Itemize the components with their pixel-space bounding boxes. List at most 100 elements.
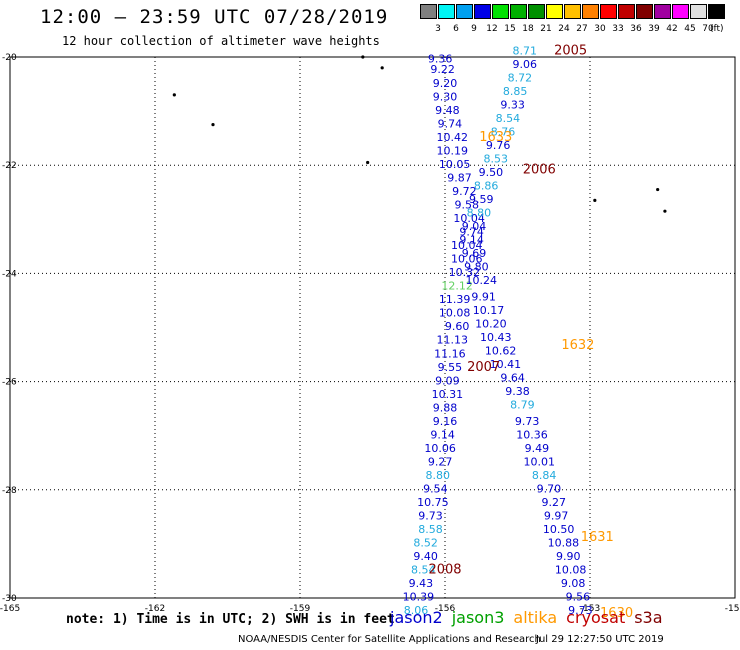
color-swatch	[582, 4, 599, 19]
wave-height-value: 9.09	[435, 374, 460, 387]
wave-height-value: 9.08	[561, 577, 586, 590]
wave-height-value: 9.90	[556, 550, 581, 563]
wave-height-value: 9.73	[515, 415, 540, 428]
wave-height-value: 8.71	[513, 44, 538, 57]
color-swatch	[708, 4, 725, 19]
wave-height-value: 9.80	[464, 261, 489, 274]
timestamp: Jul 29 12:27:50 UTC 2019	[536, 634, 664, 645]
wave-height-value: 10.04	[451, 239, 483, 252]
pass-time-label: 1630	[600, 606, 633, 621]
wave-height-value: 10.08	[439, 307, 471, 320]
wave-height-value: 12.12	[441, 280, 473, 293]
wave-height-value: 10.08	[555, 564, 587, 577]
color-scale-label: 33	[612, 24, 624, 34]
wave-height-value: 9.16	[433, 415, 458, 428]
wave-height-value: 8.80	[467, 207, 492, 220]
wave-height-value: 9.70	[537, 483, 562, 496]
color-scale-label: 27	[576, 24, 588, 34]
longitude-tick-label: -159	[290, 604, 311, 614]
color-swatch	[636, 4, 653, 19]
wave-height-value: 11.39	[439, 293, 471, 306]
wave-height-value: 9.88	[433, 401, 458, 414]
wave-height-value: 10.41	[490, 358, 522, 371]
legend-cryosat: cryosat	[566, 608, 626, 627]
wave-height-value: 10.32	[449, 266, 481, 279]
wave-height-value: 8.85	[503, 85, 528, 98]
latitude-tick-label: -30	[2, 594, 17, 604]
wave-height-value: 8.86	[474, 180, 499, 193]
color-scale-label: 42	[666, 24, 678, 34]
wave-height-value: 8.72	[508, 71, 533, 84]
color-scale-label: 70	[702, 24, 714, 34]
wave-height-value: 8.79	[510, 399, 535, 412]
wave-height-value: 9.50	[479, 166, 504, 179]
color-swatch	[654, 4, 671, 19]
wave-height-value: 9.22	[430, 63, 455, 76]
longitude-tick-label: -162	[145, 604, 165, 614]
color-scale-label: 45	[684, 24, 696, 34]
wave-height-value: 10.39	[403, 591, 435, 604]
pass-time-label: 2007	[467, 360, 500, 375]
wave-height-value: 9.27	[428, 455, 453, 468]
page-subtitle: 12 hour collection of altimeter wave hei…	[62, 34, 380, 48]
color-scale-label: 6	[453, 24, 459, 34]
wave-height-value: 9.38	[505, 385, 530, 398]
legend-jason2: jason2	[390, 608, 443, 627]
wave-height-value: 9.58	[455, 198, 480, 211]
wave-height-value: 9.14	[459, 234, 484, 247]
island-marker	[593, 198, 597, 202]
color-scale-label: 12	[486, 24, 498, 34]
color-scale-label: 24	[558, 24, 570, 34]
wave-height-value: 9.14	[430, 428, 455, 441]
wave-height-value: 9.49	[525, 442, 550, 455]
wave-height-value: 10.88	[548, 537, 580, 550]
pass-time-label: 2005	[554, 43, 587, 58]
color-swatch	[528, 4, 545, 19]
color-scale-legend: 3 6 9 12 15 18 21 24 27 30 33 36 39 42 45 70 (ft)	[420, 4, 730, 38]
wave-height-value: 10.24	[466, 274, 498, 287]
wave-height-value: 9.40	[413, 550, 438, 563]
legend-s3a: s3a	[634, 608, 663, 627]
wave-height-value: 10.06	[451, 253, 483, 266]
wave-height-value: 11.13	[437, 334, 469, 347]
island-marker	[211, 123, 215, 127]
wave-height-value: 9.55	[438, 361, 463, 374]
map-frame	[9, 56, 736, 599]
wave-height-value: 9.33	[500, 98, 525, 111]
wave-height-value: 8.76	[491, 125, 516, 138]
island-marker	[656, 187, 660, 192]
latitude-tick-label: -26	[2, 378, 17, 388]
island-marker	[380, 66, 384, 70]
color-scale-label: 3	[435, 24, 441, 34]
wave-height-value: 8.54	[496, 112, 521, 125]
wave-height-value: 10.42	[437, 131, 469, 144]
longitude-tick-label: -153	[580, 604, 600, 614]
wave-height-value: 9.54	[423, 483, 448, 496]
color-swatch	[420, 4, 437, 19]
color-swatch	[672, 4, 689, 19]
wave-height-value: 9.04	[462, 220, 487, 233]
wave-height-value: 10.62	[485, 345, 517, 358]
wave-height-value: 9.59	[469, 193, 494, 206]
latitude-tick-label: -22	[2, 161, 17, 171]
wave-height-value: 8.52	[413, 537, 438, 550]
wave-height-value: 9.72	[452, 185, 477, 198]
wave-height-value: 10.06	[424, 442, 456, 455]
wave-height-value: 10.20	[475, 318, 507, 331]
color-scale-label: 36	[630, 24, 642, 34]
wave-height-value: 9.97	[544, 510, 569, 523]
pass-time-label: 1632	[561, 338, 594, 353]
wave-height-value: 9.73	[418, 510, 443, 523]
wave-height-value: 10.43	[480, 331, 512, 344]
wave-height-value: 9.60	[445, 320, 470, 333]
color-scale-unit: (ft)	[710, 24, 724, 34]
latitude-tick-label: -20	[2, 53, 17, 63]
wave-height-value: 8.53	[484, 152, 509, 165]
latitude-tick-label: -24	[2, 269, 17, 279]
color-scale-label: 21	[540, 24, 552, 34]
color-scale-label: 30	[594, 24, 606, 34]
wave-height-value: 8.54	[411, 564, 436, 577]
color-swatch	[510, 4, 527, 19]
wave-height-value: 10.17	[473, 304, 505, 317]
color-swatch	[492, 4, 509, 19]
